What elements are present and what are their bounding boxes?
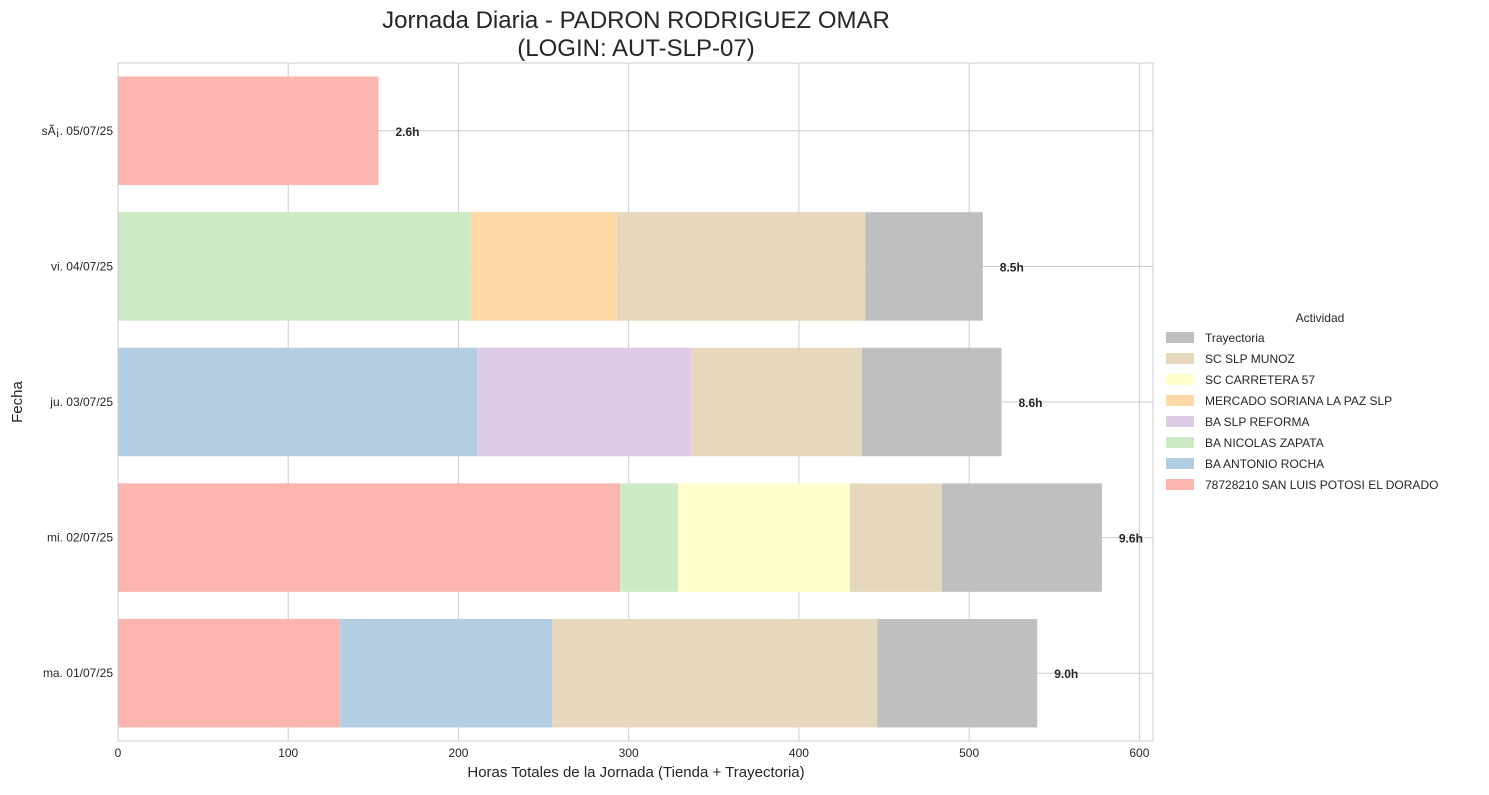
legend-label: Trayectoria — [1205, 331, 1265, 345]
y-axis-label: Fecha — [9, 381, 26, 423]
bar-segment — [865, 212, 983, 321]
bar-segment — [941, 483, 1102, 592]
y-tick-label: ju. 03/07/25 — [49, 395, 113, 409]
bar-total-label: 8.6h — [1018, 396, 1042, 410]
legend-label: BA NICOLAS ZAPATA — [1205, 436, 1324, 450]
legend-label: SC SLP MUNOZ — [1205, 352, 1295, 366]
bar-segment — [861, 347, 1002, 457]
bar-total-label: 9.0h — [1054, 667, 1078, 681]
legend-swatch — [1166, 458, 1194, 469]
chart-title: Jornada Diaria - PADRON RODRIGUEZ OMAR — [382, 7, 890, 34]
bar-total-label: 8.5h — [1000, 260, 1024, 274]
bar-segment — [118, 618, 340, 728]
legend-swatch — [1166, 437, 1194, 448]
bar-segment — [470, 212, 617, 321]
x-axis-label: Horas Totales de la Jornada (Tienda + Tr… — [467, 764, 804, 781]
x-tick-label: 400 — [789, 746, 809, 760]
x-tick-label: 100 — [278, 746, 298, 760]
bar-segment — [616, 212, 866, 321]
legend-label: 78728210 SAN LUIS POTOSI EL DORADO — [1205, 478, 1438, 492]
legend-swatch — [1166, 353, 1194, 364]
y-tick-label: vi. 04/07/25 — [51, 259, 113, 273]
bar-segment — [678, 483, 850, 592]
bar-segment — [877, 618, 1038, 728]
x-tick-label: 500 — [959, 746, 979, 760]
bar-segment — [620, 483, 679, 592]
bar-segment — [552, 618, 878, 728]
y-tick-label: ma. 01/07/25 — [43, 666, 113, 680]
legend-label: SC CARRETERA 57 — [1205, 373, 1315, 387]
y-tick-label: sÃ¡. 05/07/25 — [42, 124, 114, 138]
bar-total-label: 2.6h — [395, 125, 419, 139]
bar-segment — [118, 76, 379, 186]
legend-swatch — [1166, 479, 1194, 490]
bar-segment — [118, 212, 471, 321]
legend-swatch — [1166, 395, 1194, 406]
bar-segment — [477, 347, 692, 457]
legend-swatch — [1166, 332, 1194, 343]
total-labels-layer: 9.0h 9.6h 8.6h 8.5h 2.6h — [395, 125, 1142, 681]
bar-segment — [118, 347, 478, 457]
x-tick-label: 600 — [1129, 746, 1149, 760]
legend-title: Actividad — [1296, 311, 1345, 325]
bar-segment — [339, 618, 553, 728]
ticks-layer: 0 100 200 300 400 500 600 ma. 01/07/25 mi. 02/07… — [42, 124, 1150, 760]
bar-total-label: 9.6h — [1119, 532, 1143, 546]
bar-segment — [691, 347, 862, 457]
y-tick-label: mi. 02/07/25 — [47, 531, 113, 545]
plot-frame — [117, 62, 1154, 742]
legend-swatch — [1166, 374, 1194, 385]
legend-items: Trayectoria SC SLP MUNOZ SC CARRETERA 57 ME… — [1166, 331, 1438, 492]
legend: Actividad Trayectoria SC SLP MUNOZ SC CARR… — [1166, 311, 1438, 492]
chart-subtitle: (LOGIN: AUT-SLP-07) — [517, 35, 754, 62]
bars-layer — [118, 76, 1102, 728]
bar-segment — [118, 483, 621, 592]
x-tick-label: 0 — [115, 746, 122, 760]
legend-swatch — [1166, 416, 1194, 427]
legend-label: MERCADO SORIANA LA PAZ SLP — [1205, 394, 1392, 408]
bar-segment — [849, 483, 942, 592]
x-tick-label: 200 — [448, 746, 468, 760]
legend-label: BA ANTONIO ROCHA — [1205, 457, 1324, 471]
legend-label: BA SLP REFORMA — [1205, 415, 1309, 429]
x-tick-label: 300 — [619, 746, 639, 760]
